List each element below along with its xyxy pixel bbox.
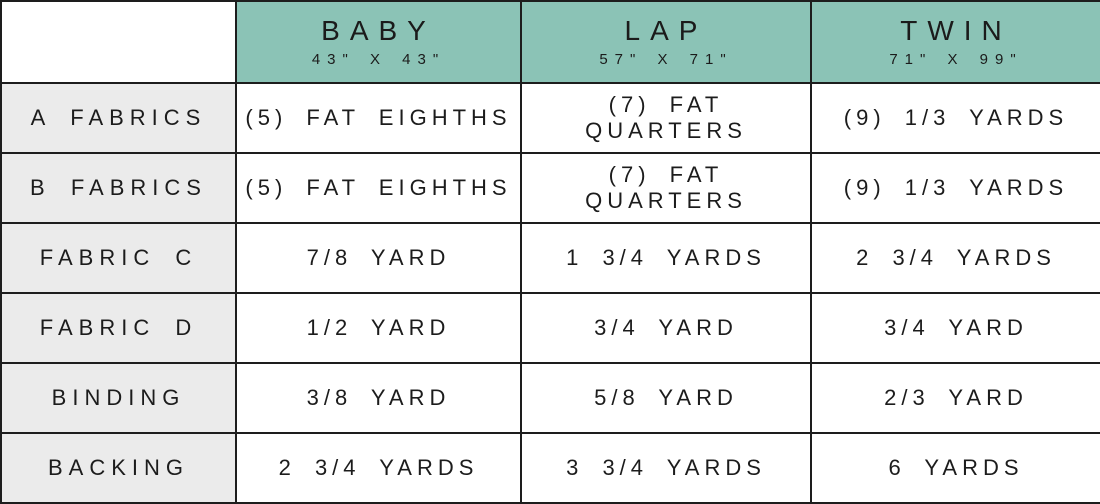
column-dimensions: 43" X 43" — [311, 51, 446, 69]
column-title: LAP — [624, 14, 708, 46]
row-header: B FABRICS — [0, 152, 237, 224]
table-cell: 2 3/4 YARDS — [235, 432, 522, 504]
column-dimensions: 71" X 99" — [889, 51, 1023, 69]
column-header-baby: BABY 43" X 43" — [235, 0, 522, 84]
table-row-binding: BINDING 3/8 YARD 5/8 YARD 2/3 YARD — [0, 362, 1100, 434]
table-cell: 3 3/4 YARDS — [520, 432, 812, 504]
column-dimensions: 57" X 71" — [599, 51, 733, 69]
row-header: FABRIC C — [0, 222, 237, 294]
column-header-twin: TWIN 71" X 99" — [810, 0, 1100, 84]
table-cell: (9) 1/3 YARDS — [810, 82, 1100, 154]
table-cell: (5) FAT EIGHTHS — [235, 82, 522, 154]
table-cell: (5) FAT EIGHTHS — [235, 152, 522, 224]
table-header-row: BABY 43" X 43" LAP 57" X 71" TWIN 71" X … — [0, 0, 1100, 84]
table-row-backing: BACKING 2 3/4 YARDS 3 3/4 YARDS 6 YARDS — [0, 432, 1100, 504]
table-cell: 6 YARDS — [810, 432, 1100, 504]
table-cell: 7/8 YARD — [235, 222, 522, 294]
table-row-b-fabrics: B FABRICS (5) FAT EIGHTHS (7) FAT QUARTE… — [0, 152, 1100, 224]
table-cell: (9) 1/3 YARDS — [810, 152, 1100, 224]
table-cell: 3/4 YARD — [810, 292, 1100, 364]
table-cell: 2/3 YARD — [810, 362, 1100, 434]
table-row-fabric-d: FABRIC D 1/2 YARD 3/4 YARD 3/4 YARD — [0, 292, 1100, 364]
table-cell: 5/8 YARD — [520, 362, 812, 434]
table-cell: 2 3/4 YARDS — [810, 222, 1100, 294]
table-cell: 3/8 YARD — [235, 362, 522, 434]
table-cell: (7) FAT QUARTERS — [520, 152, 812, 224]
column-header-lap: LAP 57" X 71" — [520, 0, 812, 84]
row-header: BACKING — [0, 432, 237, 504]
row-header: BINDING — [0, 362, 237, 434]
table-cell: 1 3/4 YARDS — [520, 222, 812, 294]
table-cell: 3/4 YARD — [520, 292, 812, 364]
row-header: FABRIC D — [0, 292, 237, 364]
table-row-a-fabrics: A FABRICS (5) FAT EIGHTHS (7) FAT QUARTE… — [0, 82, 1100, 154]
table-cell: (7) FAT QUARTERS — [520, 82, 812, 154]
table-row-fabric-c: FABRIC C 7/8 YARD 1 3/4 YARDS 2 3/4 YARD… — [0, 222, 1100, 294]
row-header: A FABRICS — [0, 82, 237, 154]
column-title: BABY — [321, 14, 436, 46]
table-cell: 1/2 YARD — [235, 292, 522, 364]
corner-cell — [0, 0, 237, 84]
column-title: TWIN — [900, 14, 1012, 46]
